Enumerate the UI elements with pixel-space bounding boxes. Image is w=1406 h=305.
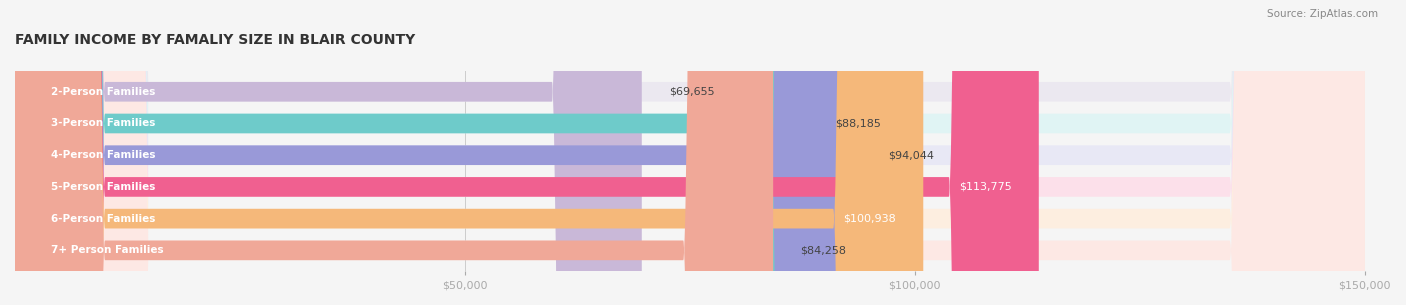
FancyBboxPatch shape xyxy=(15,0,808,305)
Text: 4-Person Families: 4-Person Families xyxy=(51,150,156,160)
FancyBboxPatch shape xyxy=(15,0,924,305)
Text: $100,938: $100,938 xyxy=(844,214,896,224)
FancyBboxPatch shape xyxy=(15,0,1365,305)
Text: 7+ Person Families: 7+ Person Families xyxy=(51,245,163,255)
FancyBboxPatch shape xyxy=(15,0,862,305)
Text: 5-Person Families: 5-Person Families xyxy=(51,182,156,192)
Text: $113,775: $113,775 xyxy=(959,182,1012,192)
FancyBboxPatch shape xyxy=(15,0,1039,305)
FancyBboxPatch shape xyxy=(15,0,1365,305)
Text: $69,655: $69,655 xyxy=(669,87,714,97)
Text: $88,185: $88,185 xyxy=(835,118,882,128)
Text: 2-Person Families: 2-Person Families xyxy=(51,87,156,97)
Text: $84,258: $84,258 xyxy=(800,245,846,255)
Text: Source: ZipAtlas.com: Source: ZipAtlas.com xyxy=(1267,9,1378,19)
Text: 6-Person Families: 6-Person Families xyxy=(51,214,156,224)
FancyBboxPatch shape xyxy=(15,0,1365,305)
FancyBboxPatch shape xyxy=(15,0,1365,305)
FancyBboxPatch shape xyxy=(15,0,1365,305)
FancyBboxPatch shape xyxy=(15,0,641,305)
Text: $94,044: $94,044 xyxy=(889,150,934,160)
FancyBboxPatch shape xyxy=(15,0,773,305)
Text: FAMILY INCOME BY FAMALIY SIZE IN BLAIR COUNTY: FAMILY INCOME BY FAMALIY SIZE IN BLAIR C… xyxy=(15,33,415,47)
FancyBboxPatch shape xyxy=(15,0,1365,305)
Text: 3-Person Families: 3-Person Families xyxy=(51,118,156,128)
